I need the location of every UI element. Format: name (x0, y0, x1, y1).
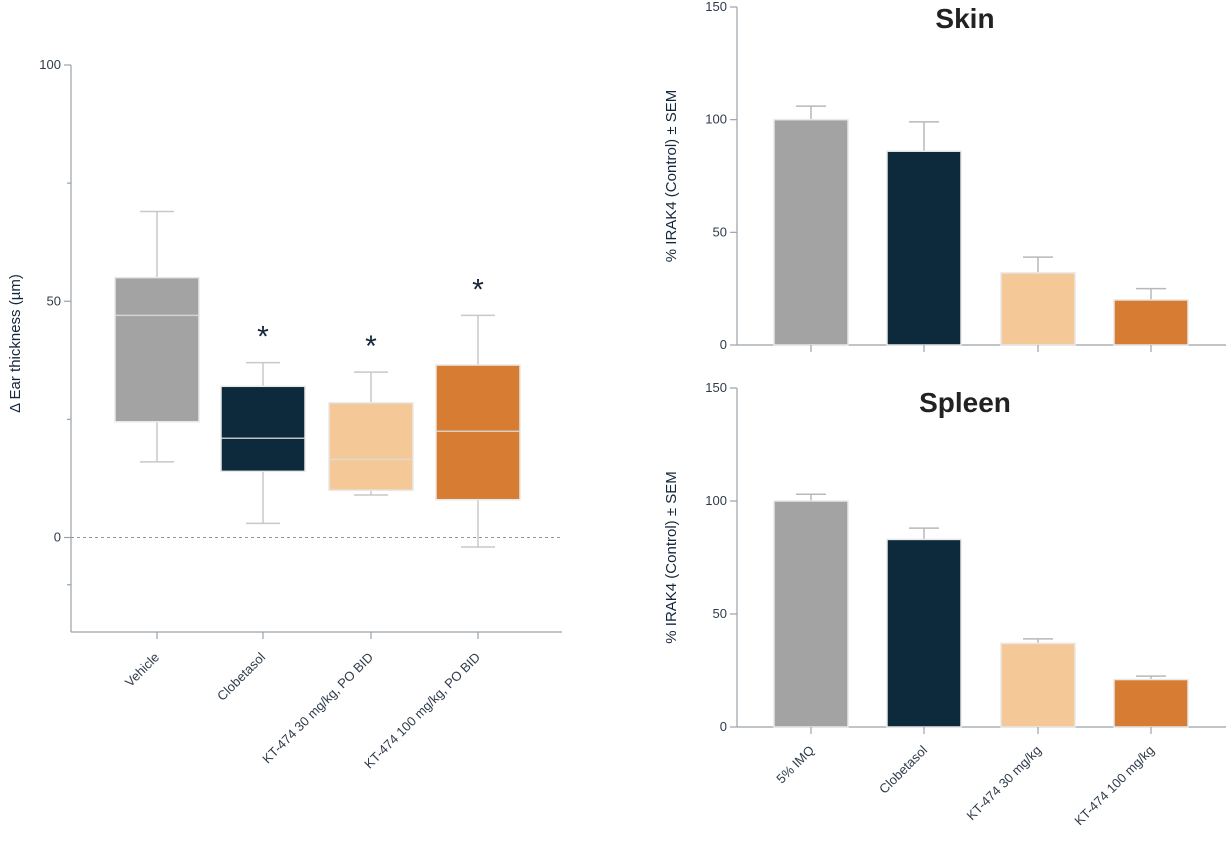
category-label: Clobetasol (876, 742, 930, 796)
y-tick-label: 50 (713, 224, 727, 239)
significance-marker: * (257, 321, 269, 354)
box (328, 402, 414, 491)
bar (1113, 678, 1189, 728)
bar (773, 118, 849, 346)
bar (886, 538, 962, 728)
category-label: KT-474 100 mg/kg, PO BID (361, 650, 483, 772)
category-label: KT-474 30 mg/kg (964, 743, 1045, 824)
ear-thickness-boxplot: 0 50 100 Δ Ear thickness (µm) Vehicle * Clobet… (7, 57, 562, 772)
bar (1000, 642, 1076, 728)
y-tick-label: 150 (705, 380, 727, 395)
spleen-bar-chart: 0 50 100 150 Spleen % IRAK4 (Control) ± SEM 5%… (663, 380, 1226, 828)
y-tick-label: 100 (39, 57, 61, 72)
y-tick-label: 0 (720, 337, 727, 352)
y-axis-title: % IRAK4 (Control) ± SEM (663, 471, 680, 643)
bar (773, 500, 849, 728)
y-tick-label: 150 (705, 0, 727, 14)
category-label: Vehicle (122, 650, 162, 690)
y-tick-label: 100 (705, 112, 727, 127)
skin-bar-chart: 0 50 100 150 Skin % IRAK4 (Control) ± SEM (663, 0, 1226, 352)
box (114, 276, 200, 423)
y-axis-title: % IRAK4 (Control) ± SEM (663, 90, 680, 262)
significance-marker: * (472, 273, 484, 306)
y-tick-label: 50 (713, 606, 727, 621)
category-label: KT-474 30 mg/kg, PO BID (259, 650, 376, 767)
box (435, 364, 521, 501)
y-tick-label: 0 (720, 719, 727, 734)
y-tick-label: 50 (47, 293, 61, 308)
chart-title: Skin (935, 3, 994, 34)
bar (1113, 299, 1189, 346)
y-tick-label: 100 (705, 493, 727, 508)
y-axis-title: Δ Ear thickness (µm) (7, 274, 24, 413)
box (220, 385, 306, 473)
bar (1000, 272, 1076, 346)
category-label: 5% IMQ (773, 743, 817, 787)
category-label: KT-474 100 mg/kg (1071, 743, 1157, 829)
chart-title: Spleen (919, 387, 1011, 418)
bar (886, 150, 962, 346)
y-tick-label: 0 (54, 530, 61, 545)
significance-marker: * (365, 330, 377, 363)
category-label: Clobetasol (214, 649, 268, 703)
